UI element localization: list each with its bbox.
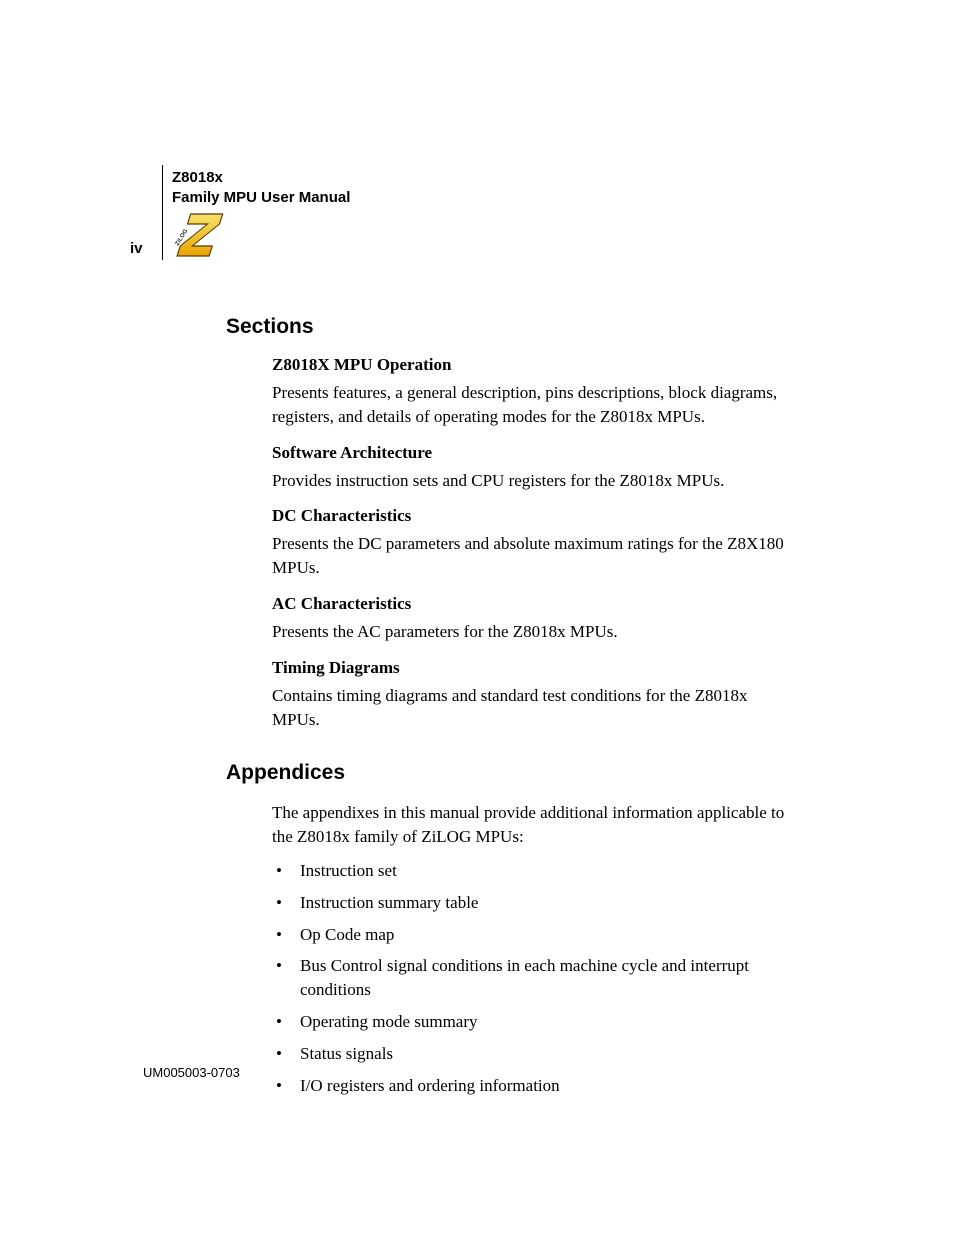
- list-item: Status signals: [272, 1042, 796, 1066]
- list-item: Instruction set: [272, 859, 796, 883]
- sections-heading: Sections: [226, 315, 796, 339]
- page-number: iv: [130, 240, 143, 257]
- section-title: Timing Diagrams: [272, 658, 796, 678]
- section-title: AC Characteristics: [272, 594, 796, 614]
- header-line-2: Family MPU User Manual: [172, 188, 350, 208]
- appendices-list: Instruction set Instruction summary tabl…: [272, 859, 796, 1097]
- page-body: Sections Z8018X MPU Operation Presents f…: [226, 315, 796, 1105]
- zilog-logo-icon: ZiLOG: [172, 210, 232, 260]
- section-body: Contains timing diagrams and standard te…: [272, 684, 796, 732]
- section-body: Presents features, a general description…: [272, 381, 796, 429]
- list-item: I/O registers and ordering information: [272, 1074, 796, 1098]
- appendices-block: Appendices The appendixes in this manual…: [226, 761, 796, 1097]
- section-body: Presents the DC parameters and absolute …: [272, 532, 796, 580]
- section-body: Presents the AC parameters for the Z8018…: [272, 620, 796, 644]
- section-title: Software Architecture: [272, 443, 796, 463]
- list-item: Operating mode summary: [272, 1010, 796, 1034]
- document-page: Z8018x Family MPU User Manual iv ZiLOG S…: [0, 0, 954, 1235]
- running-header: Z8018x Family MPU User Manual: [172, 168, 350, 209]
- appendices-heading: Appendices: [226, 761, 796, 785]
- list-item: Op Code map: [272, 923, 796, 947]
- section-title: Z8018X MPU Operation: [272, 355, 796, 375]
- header-vertical-rule: [162, 165, 163, 260]
- header-line-1: Z8018x: [172, 168, 350, 188]
- document-footer-id: UM005003-0703: [143, 1065, 240, 1080]
- list-item: Bus Control signal conditions in each ma…: [272, 954, 796, 1002]
- list-item: Instruction summary table: [272, 891, 796, 915]
- appendices-intro: The appendixes in this manual provide ad…: [272, 801, 796, 849]
- sections-list: Z8018X MPU Operation Presents features, …: [272, 355, 796, 731]
- section-title: DC Characteristics: [272, 506, 796, 526]
- section-body: Provides instruction sets and CPU regist…: [272, 469, 796, 493]
